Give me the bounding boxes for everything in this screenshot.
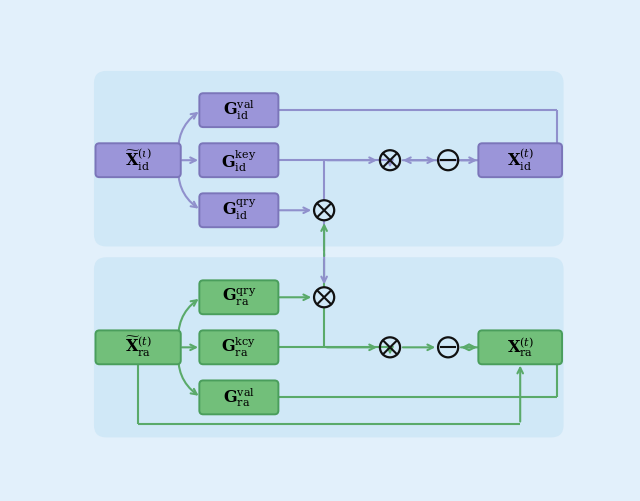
- FancyBboxPatch shape: [199, 281, 278, 314]
- FancyBboxPatch shape: [95, 330, 180, 364]
- FancyBboxPatch shape: [478, 143, 562, 177]
- Text: $\mathbf{X}_{\mathrm{id}}^{(t)}$: $\mathbf{X}_{\mathrm{id}}^{(t)}$: [507, 147, 534, 173]
- Text: $\widetilde{\mathbf{X}}_{\mathrm{ra}}^{(t)}$: $\widetilde{\mathbf{X}}_{\mathrm{ra}}^{(…: [125, 335, 152, 359]
- FancyBboxPatch shape: [94, 71, 564, 246]
- Text: $\mathbf{G}_{\mathrm{ra}}^{\mathrm{val}}$: $\mathbf{G}_{\mathrm{ra}}^{\mathrm{val}}…: [223, 385, 255, 409]
- Text: $\mathbf{G}_{\mathrm{id}}^{\mathrm{key}}$: $\mathbf{G}_{\mathrm{id}}^{\mathrm{key}}…: [221, 147, 257, 174]
- FancyBboxPatch shape: [95, 143, 180, 177]
- Text: $\mathbf{X}_{\mathrm{ra}}^{(t)}$: $\mathbf{X}_{\mathrm{ra}}^{(t)}$: [507, 335, 534, 359]
- FancyBboxPatch shape: [199, 330, 278, 364]
- Text: $\mathbf{G}_{\mathrm{id}}^{\mathrm{qry}}$: $\mathbf{G}_{\mathrm{id}}^{\mathrm{qry}}…: [221, 198, 256, 222]
- Text: $\widetilde{\mathbf{X}}_{\mathrm{id}}^{(\iota)}$: $\widetilde{\mathbf{X}}_{\mathrm{id}}^{(…: [125, 147, 152, 173]
- FancyBboxPatch shape: [199, 93, 278, 127]
- FancyBboxPatch shape: [478, 330, 562, 364]
- Text: $\mathbf{G}_{\mathrm{id}}^{\mathrm{val}}$: $\mathbf{G}_{\mathrm{id}}^{\mathrm{val}}…: [223, 98, 255, 122]
- Text: $\mathbf{G}_{\mathrm{ra}}^{\mathrm{qry}}$: $\mathbf{G}_{\mathrm{ra}}^{\mathrm{qry}}…: [221, 287, 256, 308]
- FancyBboxPatch shape: [94, 257, 564, 437]
- FancyBboxPatch shape: [199, 143, 278, 177]
- FancyBboxPatch shape: [199, 193, 278, 227]
- Text: $\mathbf{G}_{\mathrm{ra}}^{\mathrm{kcy}}$: $\mathbf{G}_{\mathrm{ra}}^{\mathrm{kcy}}…: [221, 335, 257, 359]
- FancyBboxPatch shape: [86, 66, 570, 440]
- FancyBboxPatch shape: [199, 380, 278, 414]
